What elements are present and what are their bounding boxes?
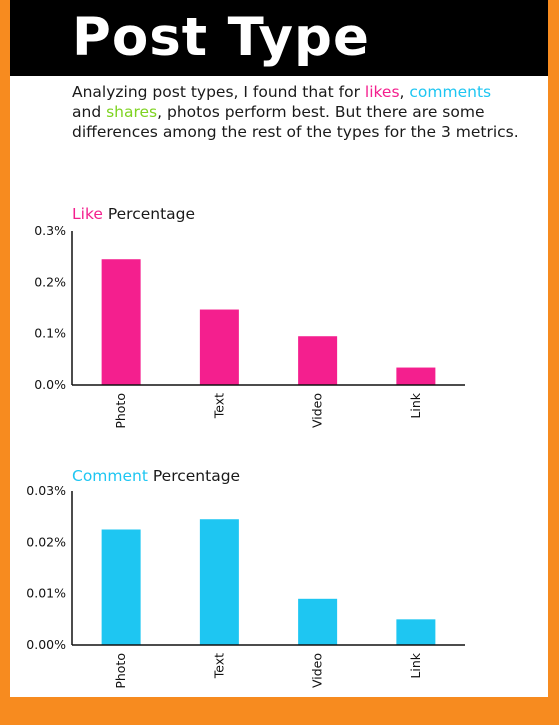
intro-text-part: and	[72, 103, 107, 121]
x-tick-label: Photo	[113, 653, 128, 689]
bar-link	[396, 367, 436, 385]
page-title: Post Type	[72, 7, 370, 68]
comment-percentage-chart: 0.00% 0.01% 0.02% 0.03% Photo Text Video Link	[26, 483, 465, 689]
x-tick-label: Text	[211, 393, 226, 419]
intro-text-part: ,	[399, 83, 410, 101]
y-tick-label: 0.0%	[34, 377, 66, 392]
bar-photo	[101, 259, 141, 385]
intro-paragraph: Analyzing post types, I found that for l…	[72, 82, 522, 142]
y-tick-label: 0.3%	[34, 223, 66, 238]
bar-video	[298, 598, 338, 645]
y-tick-label: 0.02%	[26, 534, 66, 549]
x-tick-label: Video	[310, 393, 325, 428]
comment-chart-title-rest: Percentage	[147, 467, 241, 485]
comment-chart-title: Comment Percentage	[72, 467, 240, 485]
intro-text-part: Analyzing post types, I found that for	[72, 83, 365, 101]
bar-video	[298, 336, 338, 385]
x-tick-label: Video	[310, 653, 325, 688]
bar-text	[199, 519, 239, 645]
y-tick-label: 0.01%	[26, 586, 66, 601]
y-tick-label: 0.00%	[26, 637, 66, 652]
y-tick-label: 0.2%	[34, 274, 66, 289]
title-bar: Post Type	[10, 0, 548, 76]
like-chart-title-rest: Percentage	[102, 205, 196, 223]
y-tick-label: 0.03%	[26, 483, 66, 498]
like-percentage-chart: 0.0% 0.1% 0.2% 0.3% Photo Text Video Link	[34, 223, 465, 429]
intro-text-part: shares	[106, 103, 158, 121]
intro-text-part: likes	[364, 83, 400, 101]
like-chart-title: Like Percentage	[72, 205, 195, 223]
bar-text	[199, 309, 239, 385]
x-tick-label: Link	[408, 652, 423, 678]
intro-text-part: , photos perform best. But there are som…	[72, 103, 519, 141]
intro-text-part: comments	[409, 83, 492, 101]
y-tick-label: 0.1%	[34, 326, 66, 341]
bar-photo	[101, 529, 141, 645]
bar-link	[396, 619, 436, 645]
like-chart-title-highlight: Like	[72, 205, 103, 223]
x-tick-label: Text	[211, 653, 226, 679]
x-tick-label: Photo	[113, 393, 128, 429]
x-tick-label: Link	[408, 392, 423, 418]
comment-chart-title-highlight: Comment	[72, 467, 148, 485]
infographic-panel: Post Type Analyzing post types, I found …	[10, 0, 548, 697]
